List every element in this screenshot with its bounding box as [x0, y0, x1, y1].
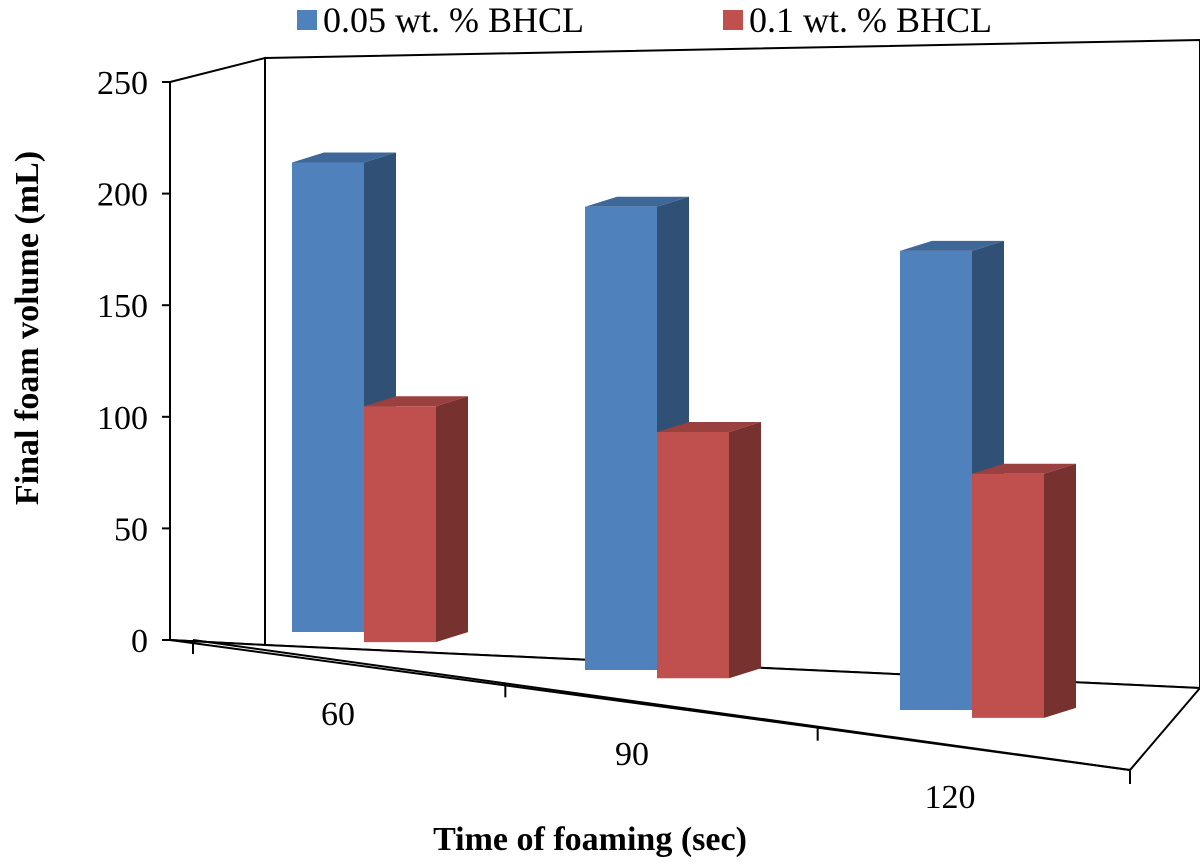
y-tick-label: 50	[114, 511, 148, 548]
legend-swatch	[723, 10, 743, 30]
bar-top	[364, 396, 468, 407]
bar-top	[972, 463, 1076, 474]
legend-label: 0.1 wt. % BHCL	[749, 0, 992, 40]
bars	[292, 152, 1076, 718]
bar	[900, 250, 972, 710]
x-tick-label: 120	[925, 779, 976, 816]
x-axis-title: Time of foaming (sec)	[433, 821, 747, 858]
x-axis-line	[192, 639, 1131, 771]
bar-top	[585, 196, 689, 207]
y-tick-label: 150	[97, 288, 148, 325]
bar-top	[657, 422, 761, 433]
bar	[364, 406, 436, 643]
y-tick-label: 200	[97, 177, 148, 214]
bar	[972, 473, 1044, 718]
legend-label: 0.05 wt. % BHCL	[323, 0, 584, 40]
x-tick-label: 90	[615, 736, 649, 773]
legend: 0.05 wt. % BHCL 0.1 wt. % BHCL	[297, 0, 992, 40]
bar-top	[900, 240, 1004, 251]
y-tick-label: 250	[97, 65, 148, 102]
bar-top	[292, 152, 396, 163]
side-wall	[169, 56, 266, 647]
bar	[657, 432, 729, 679]
bar-side	[729, 422, 761, 679]
axis-ticks: 0 50 100 150 200 250 60 90 120	[97, 65, 1131, 816]
bar-side	[436, 396, 468, 643]
y-tick-label: 100	[97, 400, 148, 437]
legend-swatch	[297, 10, 317, 30]
bar	[585, 206, 657, 670]
y-axis-title: Final foam volume (mL)	[9, 151, 46, 505]
x-tick-label: 60	[321, 696, 355, 733]
y-tick-label: 0	[131, 623, 148, 660]
bar-side	[1044, 463, 1076, 718]
bar	[292, 162, 364, 632]
